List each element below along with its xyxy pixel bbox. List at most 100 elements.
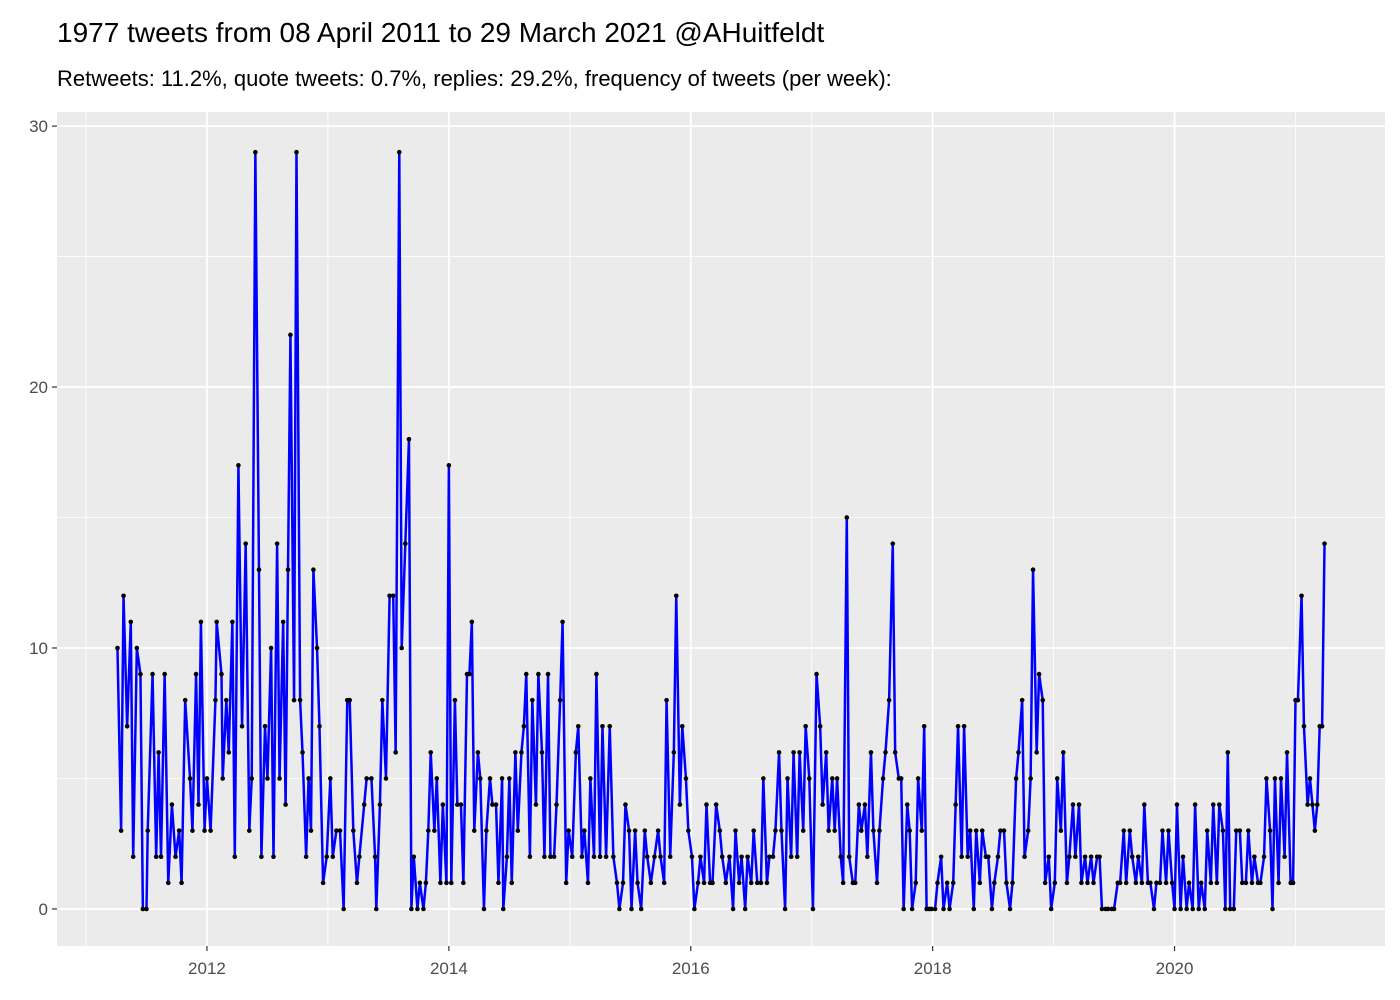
data-point [661,880,667,886]
data-point [1016,750,1021,755]
data-point [623,802,628,807]
data-point [328,776,333,781]
data-point [1198,880,1204,886]
data-point [1210,802,1216,807]
data-point [478,776,483,781]
data-point [1073,854,1078,860]
data-point [1030,567,1036,573]
data-point [253,149,258,155]
data-point [614,880,620,886]
data-point [1070,802,1076,807]
data-point [303,854,309,860]
data-point [461,880,466,886]
data-point [1088,854,1094,860]
data-point [1079,880,1084,886]
data-point [620,880,626,886]
data-point [317,723,322,729]
data-point [383,776,389,781]
data-point [1123,880,1129,886]
data-point [1310,802,1315,807]
data-point [758,880,764,886]
data-point [736,880,742,886]
data-point [504,854,510,860]
data-point [967,828,973,833]
data-point [998,828,1003,833]
data-point [1258,880,1263,886]
data-point [182,697,188,703]
data-point [935,880,940,886]
data-point [773,828,778,833]
data-point [341,906,346,912]
data-point [791,750,796,755]
data-point [652,854,657,860]
data-point [1186,880,1192,886]
data-point [719,854,725,860]
data-point [560,619,565,625]
data-point [1036,671,1042,677]
data-point [1174,802,1180,807]
data-point [403,541,408,546]
data-point [426,828,431,833]
data-point [1076,802,1082,807]
data-point [249,776,255,781]
data-point [393,750,398,755]
data-point [1246,828,1251,833]
data-point [904,802,910,807]
data-point [648,880,654,886]
data-point [153,854,159,860]
data-point [892,750,898,755]
data-point [820,802,825,807]
data-point [484,828,489,833]
data-point [814,671,819,677]
data-point [642,828,648,833]
data-point [306,776,311,781]
data-point [733,828,738,833]
data-point [683,776,689,781]
data-point [701,880,707,886]
data-point [548,854,553,860]
data-point [536,671,541,677]
data-point [1091,880,1096,886]
data-point [118,828,124,833]
data-point [607,723,613,729]
data-point [868,750,874,755]
data-point [877,828,882,833]
data-point [243,541,248,546]
data-point [600,723,605,729]
data-point [611,854,616,860]
data-point [226,750,232,755]
data-point [128,619,134,625]
data-point [224,697,229,703]
data-point [387,593,392,599]
data-point [369,776,374,781]
data-point [1217,802,1222,807]
data-point [324,854,330,860]
data-point [219,671,224,677]
data-point [1160,828,1165,833]
data-point [1237,828,1243,833]
data-point [1085,880,1090,886]
data-point [658,854,663,860]
data-point [268,645,274,651]
data-point [265,776,270,781]
data-point [364,776,369,781]
data-point [1169,880,1175,886]
data-point [1001,828,1007,833]
data-point [337,828,343,833]
data-point [308,828,314,833]
data-point [144,906,149,912]
data-point [481,906,487,912]
data-point [582,828,587,833]
data-point [883,750,888,755]
data-point [710,880,715,886]
data-point [179,880,184,886]
data-point [689,854,695,860]
data-point [169,802,175,807]
data-point [521,723,527,729]
data-point [399,645,404,651]
data-point [673,593,679,599]
data-point [554,802,559,807]
data-point [440,802,446,807]
data-point [1204,828,1210,833]
data-point [1307,776,1313,781]
